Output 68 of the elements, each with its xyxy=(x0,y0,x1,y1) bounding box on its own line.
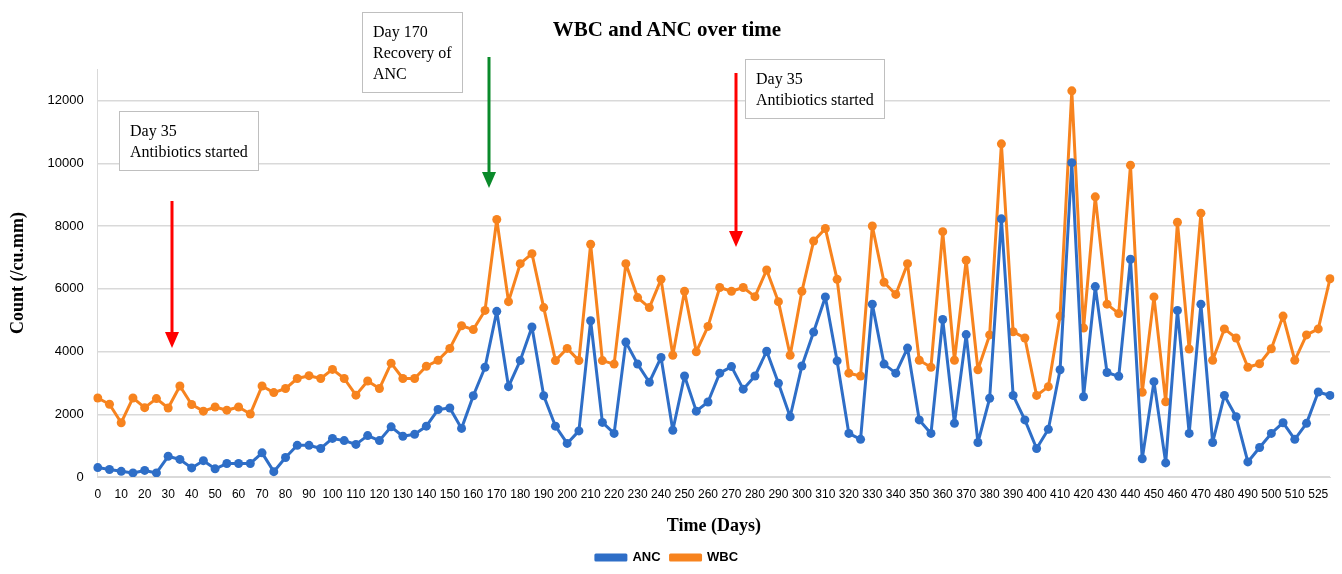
x-tick-label: 200 xyxy=(557,486,578,501)
x-tick-label: 210 xyxy=(580,486,601,501)
x-tick-label: 50 xyxy=(208,486,223,501)
x-tick-label: 140 xyxy=(416,486,437,501)
x-tick-label: 20 xyxy=(138,486,152,501)
x-tick-label: 190 xyxy=(533,486,555,501)
x-tick-label: 340 xyxy=(885,486,907,501)
x-tick-label: 60 xyxy=(231,486,246,501)
x-tick-label: 160 xyxy=(463,486,484,501)
x-tick-label: 390 xyxy=(1003,486,1024,501)
x-tick-label: 180 xyxy=(510,486,531,501)
x-axis-title: Time (Days) xyxy=(666,514,761,536)
x-tick-label: 30 xyxy=(161,486,176,501)
x-tick-label: 280 xyxy=(744,486,766,501)
x-tick-label: 380 xyxy=(979,486,1000,501)
x-tick-label: 70 xyxy=(255,486,270,501)
x-tick-label: 260 xyxy=(697,486,719,501)
x-tick-label: 100 xyxy=(322,486,343,501)
x-tick-label: 120 xyxy=(369,486,390,501)
y-tick-label: 4000 xyxy=(54,343,84,359)
chart-title: WBC and ANC over time xyxy=(552,17,782,42)
x-tick-label: 350 xyxy=(909,486,930,501)
y-tick-label: 0 xyxy=(76,468,84,484)
y-tick-label: 10000 xyxy=(47,154,84,170)
x-tick-label: 460 xyxy=(1167,486,1188,501)
x-tick-label: 490 xyxy=(1237,486,1259,501)
x-tick-label: 360 xyxy=(932,486,954,501)
x-tick-label: 40 xyxy=(184,486,199,501)
x-tick-label: 525 xyxy=(1308,486,1329,501)
x-tick-label: 80 xyxy=(278,486,293,501)
x-tick-label: 440 xyxy=(1120,486,1141,501)
x-tick-label: 330 xyxy=(862,486,883,501)
x-tick-label: 410 xyxy=(1050,486,1071,501)
legend-label: ANC xyxy=(632,549,662,565)
annotation: Day 35 Antibiotics started xyxy=(745,59,885,119)
x-tick-label: 370 xyxy=(956,486,977,501)
x-tick-label: 510 xyxy=(1284,486,1306,501)
x-tick-label: 420 xyxy=(1073,486,1094,501)
x-tick-label: 230 xyxy=(627,486,648,501)
x-tick-label: 250 xyxy=(674,486,695,501)
x-tick-label: 110 xyxy=(346,486,366,501)
y-tick-label: 8000 xyxy=(54,217,84,233)
x-tick-label: 0 xyxy=(94,486,102,501)
x-tick-label: 430 xyxy=(1097,486,1118,501)
annotation: Day 35 Antibiotics started xyxy=(119,111,259,171)
y-tick-label: 12000 xyxy=(47,92,84,108)
y-tick-label: 2000 xyxy=(54,405,84,421)
x-tick-label: 290 xyxy=(768,486,789,501)
x-tick-label: 300 xyxy=(791,486,813,501)
x-tick-label: 240 xyxy=(651,486,672,501)
x-tick-label: 480 xyxy=(1214,486,1235,501)
legend-label: WBC xyxy=(707,549,739,565)
x-tick-label: 310 xyxy=(815,486,836,501)
x-tick-label: 220 xyxy=(604,486,625,501)
x-tick-label: 130 xyxy=(392,486,414,501)
x-tick-label: 500 xyxy=(1261,486,1282,501)
x-tick-label: 470 xyxy=(1190,486,1212,501)
x-tick-label: 320 xyxy=(838,486,860,501)
x-tick-label: 400 xyxy=(1026,486,1047,501)
x-tick-label: 270 xyxy=(721,486,742,501)
x-tick-label: 170 xyxy=(486,486,508,501)
x-tick-label: 450 xyxy=(1143,486,1165,501)
x-tick-label: 90 xyxy=(302,486,316,501)
x-tick-label: 150 xyxy=(439,486,461,501)
y-tick-label: 6000 xyxy=(54,280,84,296)
annotation: Day 170 Recovery of ANC xyxy=(362,12,463,93)
y-axis-title: Count (/cu.mm) xyxy=(7,212,29,335)
x-tick-label: 10 xyxy=(114,486,129,501)
